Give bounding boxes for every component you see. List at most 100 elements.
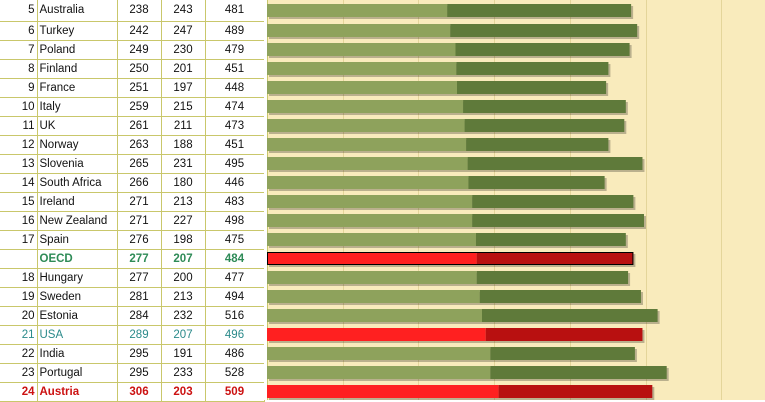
country-cell: Poland <box>36 39 118 60</box>
value-b-cell: 180 <box>160 172 206 193</box>
value-a-cell: 265 <box>116 153 162 174</box>
bar-segment-b <box>476 252 634 265</box>
total-cell: 477 <box>204 267 265 288</box>
bar-segment-a <box>267 100 464 113</box>
table-row: 6 Turkey 242 247 489 <box>0 20 265 41</box>
value-b-cell: 233 <box>160 362 206 383</box>
country-cell: Estonia <box>36 305 118 326</box>
value-a-cell: 289 <box>116 324 162 345</box>
value-b-cell: 188 <box>160 134 206 155</box>
bar-chart-svg <box>264 0 765 400</box>
value-a-cell: 295 <box>116 362 162 383</box>
value-b-cell: 198 <box>160 229 206 250</box>
table-row: 10 Italy 259 215 474 <box>0 96 265 117</box>
value-b-cell: 227 <box>160 210 206 231</box>
value-a-cell: 259 <box>116 96 162 117</box>
bar-segment-a <box>267 4 448 17</box>
rank-cell: 22 <box>0 343 38 364</box>
value-b-cell: 191 <box>160 343 206 364</box>
value-b-cell: 230 <box>160 39 206 60</box>
bar-segment-a <box>267 252 477 265</box>
value-a-cell: 271 <box>116 210 162 231</box>
table-row: 22 India 295 191 486 <box>0 343 265 364</box>
table-row: 23 Portugal 295 233 528 <box>0 362 265 383</box>
bar-segment-b <box>468 176 605 189</box>
value-a-cell: 281 <box>116 286 162 307</box>
bar-segment-a <box>267 385 499 398</box>
value-a-cell: 250 <box>116 58 162 79</box>
value-b-cell: 207 <box>160 248 206 269</box>
total-cell: 479 <box>204 39 265 60</box>
bar-segment-b <box>476 271 629 284</box>
table-row: 24 Austria 306 203 509 <box>0 381 265 402</box>
rank-cell: 24 <box>0 381 38 402</box>
rank-cell: 6 <box>0 20 38 41</box>
rank-cell: 5 <box>0 0 38 22</box>
bar-segment-b <box>490 347 635 360</box>
country-cell: Sweden <box>36 286 118 307</box>
bar-segment-a <box>267 195 473 208</box>
ranking-table-body: 5 Australia 238 243 481 6 Turkey 242 247 489 7 Pola… <box>0 0 265 402</box>
country-cell: Australia <box>36 0 118 22</box>
value-b-cell: 201 <box>160 58 206 79</box>
bar-segment-b <box>498 385 653 398</box>
rank-cell: 15 <box>0 191 38 212</box>
bar-segment-a <box>267 214 473 227</box>
country-cell: Ireland <box>36 191 118 212</box>
table-row: 21 USA 289 207 496 <box>0 324 265 345</box>
total-cell: 451 <box>204 134 265 155</box>
bar-segment-a <box>267 366 491 379</box>
bar-segment-b <box>450 24 638 37</box>
total-cell: 489 <box>204 20 265 41</box>
bar-segment-b <box>455 43 630 56</box>
total-cell: 498 <box>204 210 265 231</box>
value-a-cell: 271 <box>116 191 162 212</box>
value-a-cell: 263 <box>116 134 162 155</box>
total-cell: 509 <box>204 381 265 402</box>
total-cell: 446 <box>204 172 265 193</box>
bar-segment-a <box>267 62 457 75</box>
total-cell: 474 <box>204 96 265 117</box>
bar-segment-a <box>267 24 451 37</box>
table-row: 8 Finland 250 201 451 <box>0 58 265 79</box>
bar-segment-b <box>472 214 644 227</box>
total-cell: 448 <box>204 77 265 98</box>
bar-segment-a <box>267 328 486 341</box>
value-a-cell: 276 <box>116 229 162 250</box>
total-cell: 475 <box>204 229 265 250</box>
bar-segment-b <box>481 309 658 322</box>
value-b-cell: 200 <box>160 267 206 288</box>
table-row: 19 Sweden 281 213 494 <box>0 286 265 307</box>
total-cell: 484 <box>204 248 265 269</box>
rank-cell: 18 <box>0 267 38 288</box>
country-cell: New Zealand <box>36 210 118 231</box>
total-cell: 451 <box>204 58 265 79</box>
value-a-cell: 261 <box>116 115 162 136</box>
value-b-cell: 207 <box>160 324 206 345</box>
country-cell: USA <box>36 324 118 345</box>
bar-segment-b <box>463 100 626 113</box>
bar-segment-b <box>490 366 667 379</box>
bar-segment-a <box>267 43 456 56</box>
bar-segment-a <box>267 347 491 360</box>
bar-chart <box>264 0 765 400</box>
country-cell: South Africa <box>36 172 118 193</box>
bar-segment-b <box>485 328 643 341</box>
table-row: 7 Poland 249 230 479 <box>0 39 265 60</box>
rank-cell: 23 <box>0 362 38 383</box>
value-a-cell: 277 <box>116 267 162 288</box>
rank-cell: 8 <box>0 58 38 79</box>
bar-segment-a <box>267 290 480 303</box>
bar-segment-b <box>464 119 625 132</box>
country-cell: Hungary <box>36 267 118 288</box>
bar-segment-b <box>479 290 641 303</box>
value-a-cell: 306 <box>116 381 162 402</box>
table-row: 9 France 251 197 448 <box>0 77 265 98</box>
total-cell: 528 <box>204 362 265 383</box>
bar-segment-a <box>267 138 467 151</box>
rank-cell: 11 <box>0 115 38 136</box>
bar-segment-a <box>267 157 468 170</box>
value-b-cell: 211 <box>160 115 206 136</box>
table-row: 15 Ireland 271 213 483 <box>0 191 265 212</box>
value-b-cell: 231 <box>160 153 206 174</box>
